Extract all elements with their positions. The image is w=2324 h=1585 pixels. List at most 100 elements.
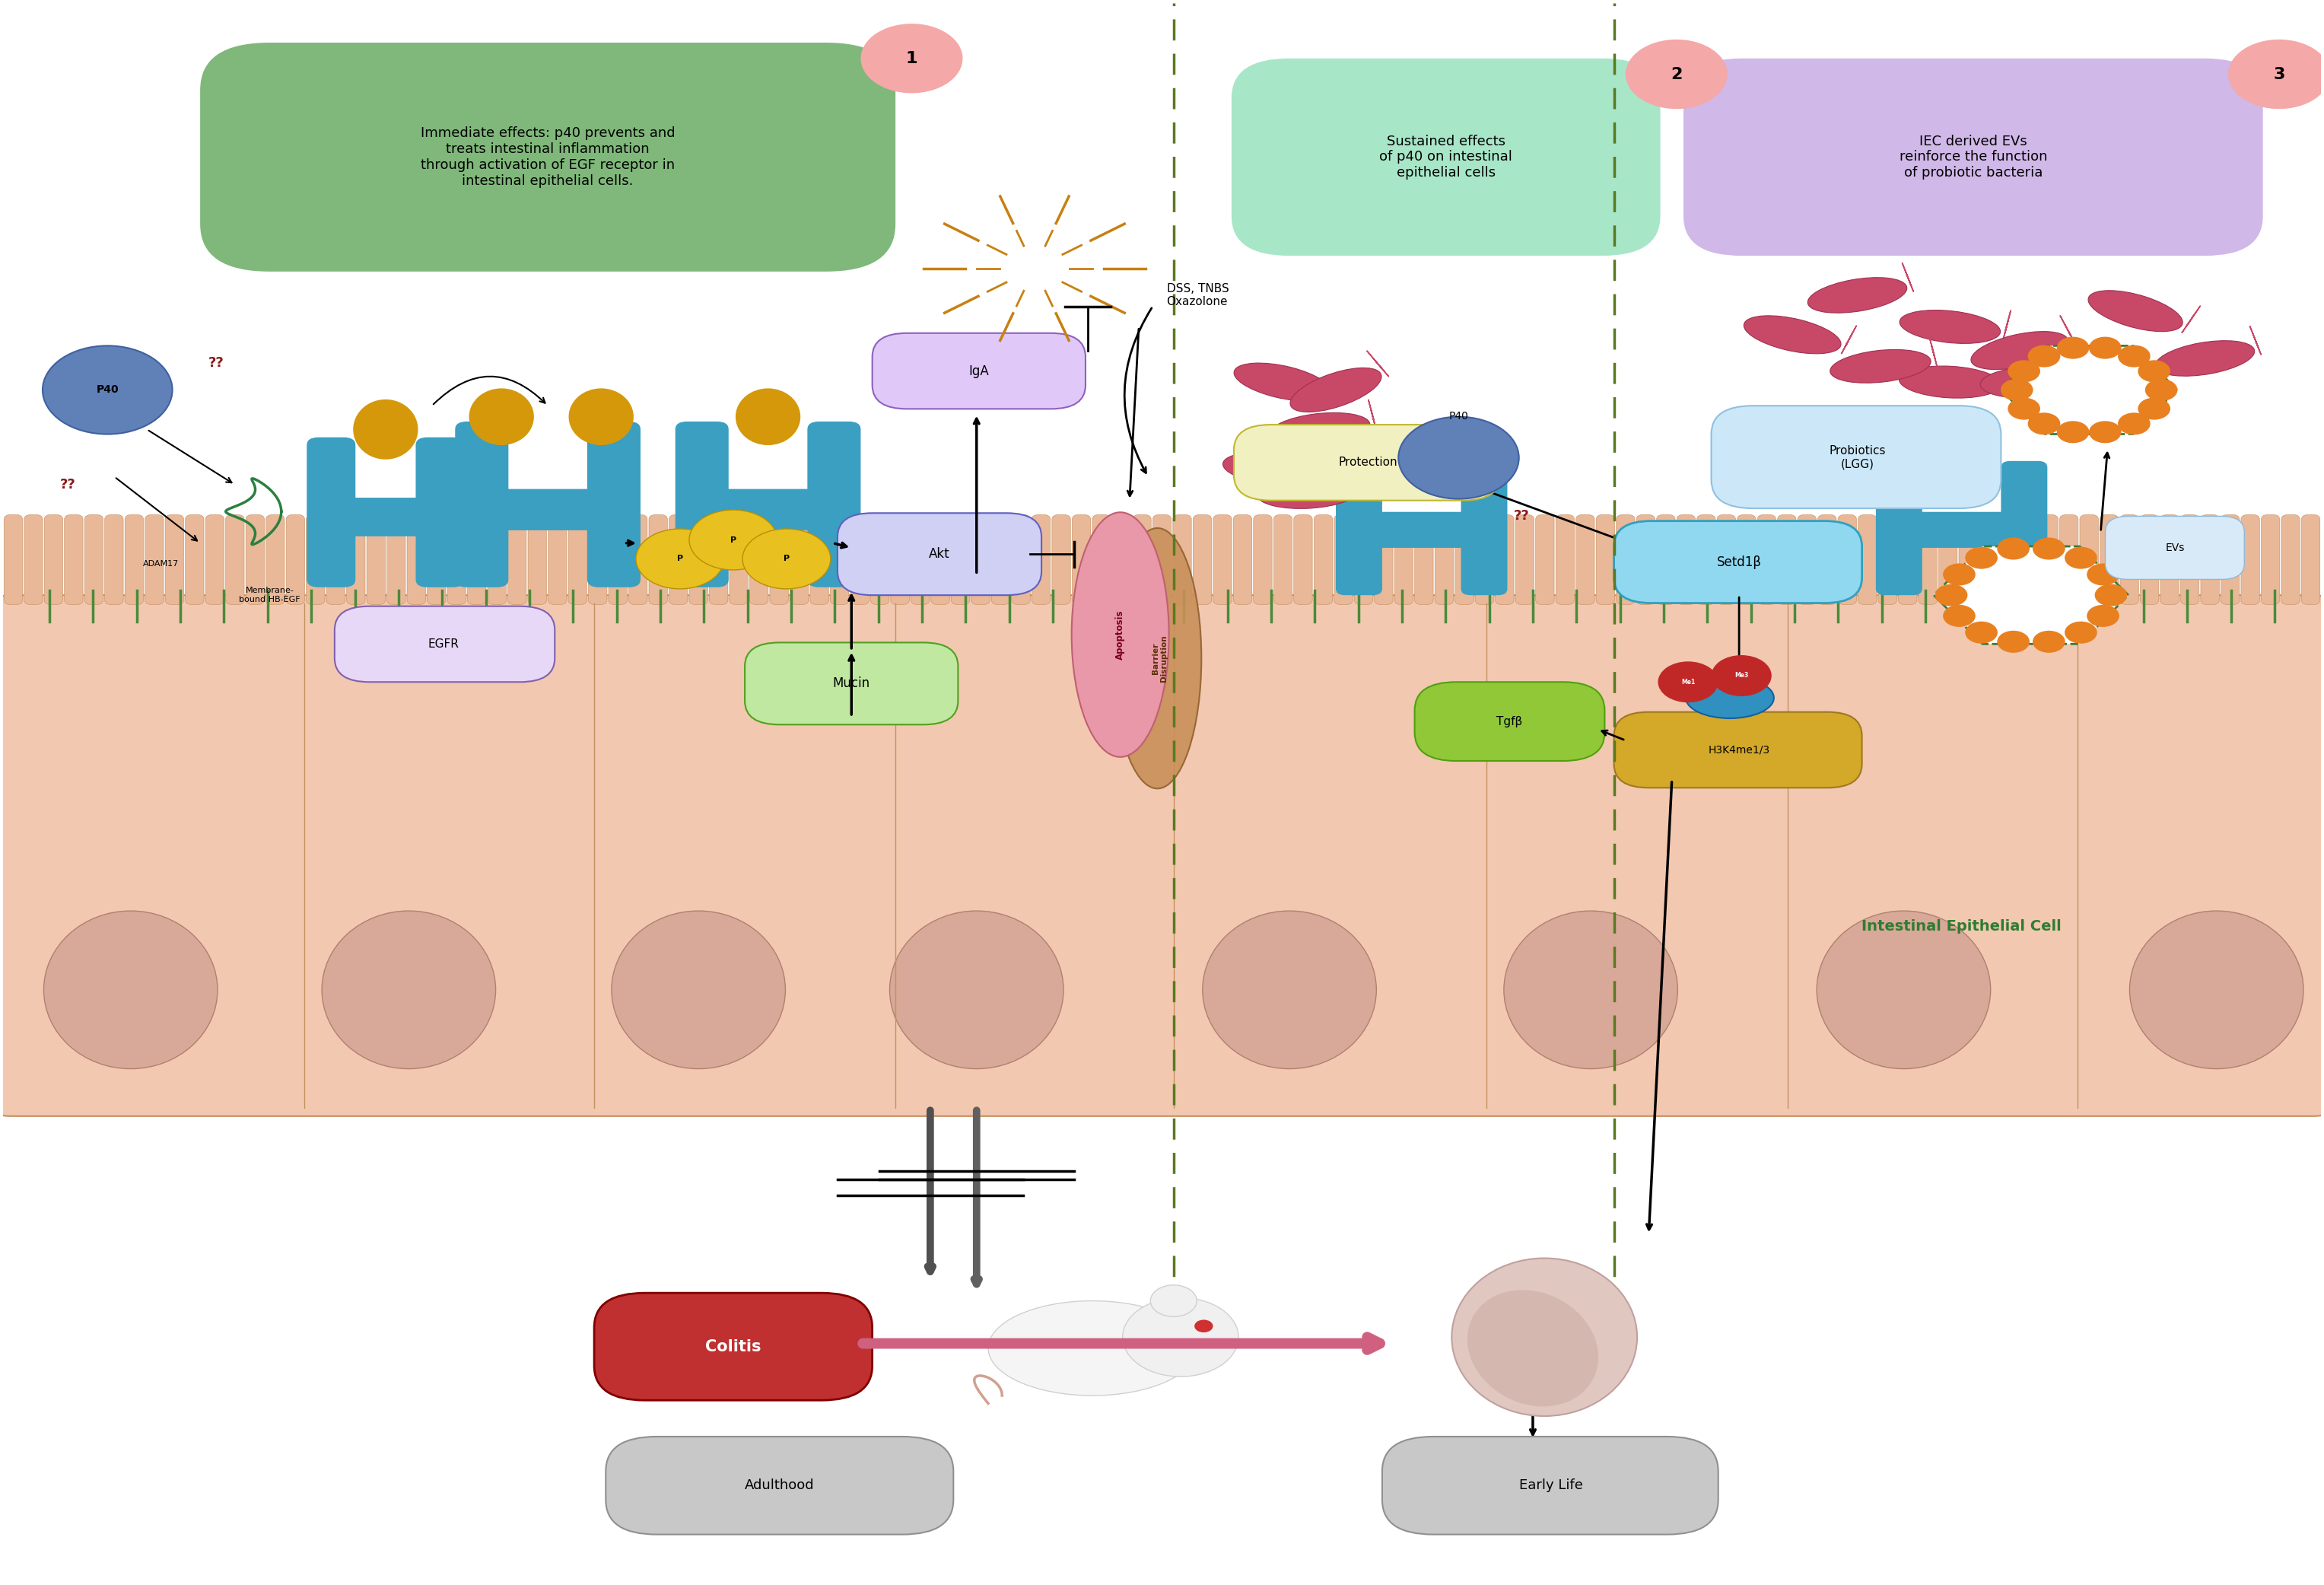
FancyBboxPatch shape [851, 515, 869, 604]
FancyBboxPatch shape [1859, 515, 1878, 604]
FancyBboxPatch shape [200, 43, 895, 271]
FancyBboxPatch shape [669, 515, 688, 604]
Circle shape [1996, 537, 2029, 560]
FancyBboxPatch shape [246, 515, 265, 604]
Ellipse shape [569, 388, 634, 445]
FancyBboxPatch shape [1576, 515, 1594, 604]
Text: Setd1β: Setd1β [1717, 555, 1762, 569]
Ellipse shape [1899, 366, 2001, 398]
FancyBboxPatch shape [2161, 515, 2180, 604]
FancyBboxPatch shape [1355, 515, 1373, 604]
FancyBboxPatch shape [588, 422, 641, 588]
FancyBboxPatch shape [1697, 515, 1715, 604]
Circle shape [860, 24, 962, 94]
Circle shape [2087, 563, 2119, 585]
Ellipse shape [1980, 366, 2082, 398]
FancyBboxPatch shape [446, 515, 465, 604]
Ellipse shape [1899, 311, 2001, 344]
Ellipse shape [988, 1301, 1197, 1395]
Ellipse shape [1685, 677, 1773, 718]
Text: P: P [730, 536, 737, 544]
Text: Protection: Protection [1339, 456, 1397, 468]
Text: Tgfβ: Tgfβ [1497, 716, 1522, 728]
FancyBboxPatch shape [23, 515, 42, 604]
Ellipse shape [321, 911, 495, 1068]
FancyBboxPatch shape [1192, 515, 1211, 604]
Text: Me3: Me3 [1734, 672, 1748, 678]
FancyBboxPatch shape [1434, 515, 1452, 604]
Text: P: P [783, 555, 790, 563]
Circle shape [741, 529, 830, 590]
FancyBboxPatch shape [1213, 515, 1232, 604]
Text: EGFR: EGFR [428, 639, 460, 650]
FancyBboxPatch shape [769, 515, 788, 604]
FancyBboxPatch shape [1875, 461, 1922, 596]
Text: Mucin: Mucin [832, 677, 869, 691]
FancyBboxPatch shape [811, 515, 830, 604]
FancyBboxPatch shape [1536, 515, 1555, 604]
Ellipse shape [1071, 512, 1169, 758]
Ellipse shape [1829, 350, 1931, 384]
FancyBboxPatch shape [1817, 515, 1836, 604]
FancyBboxPatch shape [676, 422, 730, 588]
FancyBboxPatch shape [2282, 515, 2301, 604]
Circle shape [2089, 422, 2122, 444]
FancyBboxPatch shape [407, 515, 425, 604]
FancyBboxPatch shape [1455, 515, 1473, 604]
FancyBboxPatch shape [486, 490, 611, 531]
FancyBboxPatch shape [1676, 515, 1694, 604]
Ellipse shape [1504, 911, 1678, 1068]
Ellipse shape [1466, 1290, 1599, 1406]
FancyBboxPatch shape [1597, 515, 1615, 604]
Ellipse shape [2154, 341, 2254, 376]
FancyBboxPatch shape [1360, 512, 1485, 548]
Ellipse shape [2089, 290, 2182, 331]
FancyBboxPatch shape [1336, 461, 1383, 596]
FancyBboxPatch shape [1515, 515, 1534, 604]
FancyBboxPatch shape [837, 514, 1041, 596]
FancyBboxPatch shape [1838, 515, 1857, 604]
Circle shape [2057, 422, 2089, 444]
FancyBboxPatch shape [2101, 515, 2119, 604]
FancyBboxPatch shape [1032, 515, 1050, 604]
FancyBboxPatch shape [1092, 515, 1111, 604]
FancyBboxPatch shape [1415, 515, 1434, 604]
FancyBboxPatch shape [509, 515, 525, 604]
Ellipse shape [1817, 911, 1992, 1068]
Circle shape [2057, 336, 2089, 358]
Polygon shape [1934, 547, 2129, 644]
FancyBboxPatch shape [1999, 515, 2017, 604]
FancyBboxPatch shape [690, 515, 709, 604]
FancyBboxPatch shape [1232, 59, 1659, 255]
FancyBboxPatch shape [186, 515, 205, 604]
FancyBboxPatch shape [1373, 515, 1392, 604]
FancyBboxPatch shape [1920, 515, 1938, 604]
Circle shape [2008, 360, 2040, 382]
Circle shape [2064, 621, 2096, 644]
FancyBboxPatch shape [488, 515, 507, 604]
Circle shape [1943, 563, 1975, 585]
Text: Probiotics
(LGG): Probiotics (LGG) [1829, 445, 1885, 471]
FancyBboxPatch shape [325, 515, 344, 604]
Circle shape [2001, 379, 2034, 401]
FancyBboxPatch shape [335, 605, 555, 682]
Text: 2: 2 [1671, 67, 1683, 82]
Text: P40: P40 [95, 385, 119, 395]
Text: Akt: Akt [930, 547, 951, 561]
FancyBboxPatch shape [144, 515, 163, 604]
FancyBboxPatch shape [1613, 712, 1862, 788]
FancyBboxPatch shape [1959, 515, 1978, 604]
FancyBboxPatch shape [1799, 515, 1815, 604]
FancyBboxPatch shape [0, 596, 2324, 1116]
Circle shape [1943, 605, 1975, 628]
FancyBboxPatch shape [307, 515, 325, 604]
FancyBboxPatch shape [205, 515, 223, 604]
FancyBboxPatch shape [265, 515, 284, 604]
FancyBboxPatch shape [2119, 515, 2138, 604]
Circle shape [1624, 40, 1727, 109]
Circle shape [1657, 661, 1717, 702]
FancyBboxPatch shape [1615, 515, 1634, 604]
Circle shape [637, 529, 725, 590]
Text: ??: ?? [60, 477, 77, 491]
FancyBboxPatch shape [1462, 461, 1508, 596]
